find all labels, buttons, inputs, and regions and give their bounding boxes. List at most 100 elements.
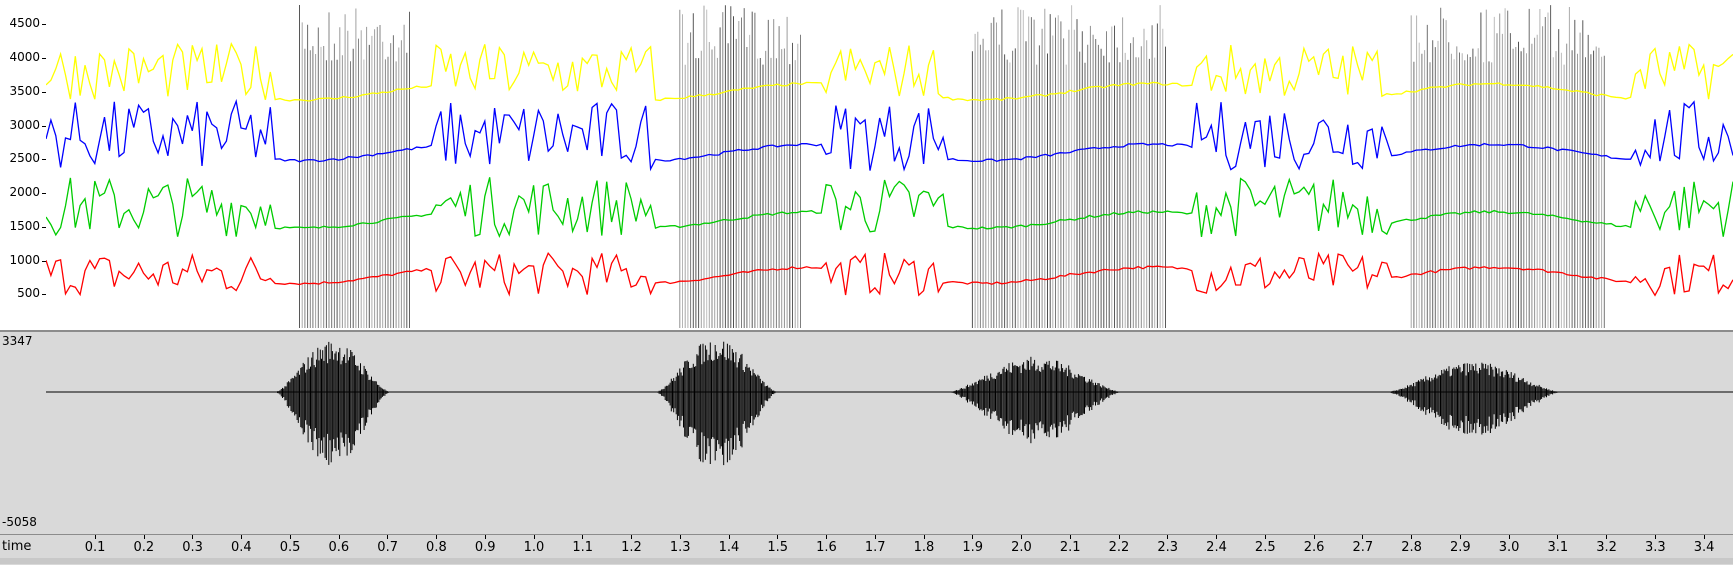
- spectrogram-striations: [299, 5, 1605, 328]
- time-tick: [1167, 535, 1169, 539]
- time-tick-label: 0.6: [328, 540, 350, 555]
- time-tick-label: 2.2: [1108, 540, 1130, 555]
- formant-y-tick: [42, 91, 46, 93]
- time-tick-label: 1.2: [621, 540, 642, 555]
- time-tick: [679, 535, 681, 539]
- formant-track-f1: [46, 251, 1733, 297]
- time-tick-label: 3.0: [1498, 540, 1520, 555]
- time-tick-label: 1.6: [816, 540, 837, 555]
- formant-y-axis: 500 1000 1500 2000 2500 3000 3500 4000 4500: [0, 0, 46, 330]
- time-tick: [826, 535, 828, 539]
- time-tick: [143, 535, 145, 539]
- panel-divider[interactable]: [0, 330, 1733, 332]
- formant-y-tick-label: 2000: [9, 185, 40, 199]
- formant-y-tick-label: 3500: [9, 83, 40, 98]
- waveform-panel: 3347 -5058: [0, 332, 1733, 534]
- formant-y-tick-label: 4500: [9, 16, 40, 31]
- time-tick-label: 1.3: [669, 540, 691, 555]
- time-tick-label: 3.4: [1693, 540, 1715, 555]
- time-tick-label: 1.0: [523, 540, 545, 555]
- formant-track-f3: [46, 98, 1733, 172]
- time-tick: [338, 535, 340, 539]
- formant-y-tick-label: 1000: [9, 252, 40, 267]
- formant-y-tick-label: 3000: [9, 117, 40, 132]
- waveform-min-label: -5058: [2, 515, 37, 529]
- time-tick-label: 1.4: [718, 540, 740, 555]
- formant-y-tick-label: 1500: [9, 218, 40, 233]
- formant-panel: 500 1000 1500 2000 2500 3000 3500 4000 4500: [0, 0, 1733, 330]
- waveform-plot[interactable]: [46, 332, 1733, 534]
- time-tick-label: 0.1: [84, 540, 106, 555]
- formant-y-tick: [42, 58, 46, 59]
- time-tick-label: 2.4: [1206, 540, 1227, 555]
- time-tick-label: 0.2: [133, 540, 155, 555]
- time-tick-label: 0.5: [279, 540, 301, 555]
- time-tick: [728, 535, 730, 539]
- time-tick: [631, 535, 633, 539]
- formant-y-tick-label: 500: [17, 286, 40, 301]
- time-tick: [484, 535, 486, 539]
- time-tick: [241, 535, 243, 539]
- time-tick: [777, 535, 779, 539]
- time-tick: [1313, 535, 1315, 539]
- formant-track-f4: [46, 42, 1733, 102]
- time-tick-label: 0.8: [426, 540, 447, 555]
- time-tick-label: 3.1: [1547, 540, 1569, 555]
- time-tick: [1069, 535, 1071, 539]
- time-tick: [1654, 535, 1656, 539]
- time-tick-label: 1.8: [913, 540, 935, 555]
- time-tick-label: 3.3: [1644, 540, 1666, 555]
- waveform-max-label: 3347: [2, 334, 33, 348]
- time-tick-label: 2.9: [1449, 540, 1471, 555]
- time-tick: [1557, 535, 1559, 539]
- time-tick: [1606, 535, 1608, 539]
- time-tick: [1703, 535, 1705, 539]
- time-tick: [972, 535, 974, 539]
- time-tick-label: 2.8: [1401, 540, 1422, 555]
- time-tick-label: 0.4: [231, 540, 252, 555]
- time-axis-title: time: [2, 539, 32, 554]
- formant-y-tick: [42, 159, 46, 161]
- time-tick: [582, 535, 584, 539]
- formant-y-tick: [42, 125, 46, 127]
- time-tick: [1216, 535, 1218, 539]
- time-tick: [436, 535, 438, 539]
- time-tick: [1264, 535, 1266, 539]
- formant-y-tick: [42, 226, 46, 228]
- time-tick: [1508, 535, 1510, 539]
- time-tick: [1362, 535, 1364, 539]
- time-tick-label: 2.6: [1303, 540, 1325, 555]
- formant-plot[interactable]: [46, 0, 1733, 330]
- time-tick: [1021, 535, 1023, 539]
- time-tick-label: 2.0: [1011, 540, 1032, 555]
- time-tick: [289, 535, 291, 539]
- waveform-chart: [46, 341, 1733, 466]
- time-tick: [387, 535, 389, 539]
- horizontal-scrollbar[interactable]: [0, 558, 1733, 564]
- time-tick-label: 2.1: [1059, 540, 1081, 555]
- waveform-y-axis: 3347 -5058: [0, 332, 46, 534]
- time-tick: [1411, 535, 1413, 539]
- waveform-signal: [275, 341, 1561, 466]
- time-tick: [1459, 535, 1461, 539]
- time-tick-label: 2.5: [1254, 540, 1276, 555]
- time-tick-label: 1.5: [767, 540, 789, 555]
- time-tick-label: 0.3: [182, 540, 203, 555]
- time-tick-label: 1.9: [962, 540, 984, 555]
- time-tick: [923, 535, 925, 539]
- time-tick-label: 1.7: [864, 540, 886, 555]
- time-tick: [533, 535, 535, 539]
- formant-y-tick: [42, 24, 46, 26]
- formant-y-tick-label: 4000: [9, 50, 40, 64]
- formant-track-f2: [46, 177, 1733, 239]
- formant-y-tick: [42, 294, 46, 296]
- time-tick-label: 0.7: [377, 540, 398, 555]
- time-tick-label: 1.1: [572, 540, 594, 555]
- time-tick: [192, 535, 194, 539]
- formant-y-tick: [42, 260, 46, 262]
- time-tick-label: 2.3: [1157, 540, 1179, 555]
- formant-y-tick-label: 2500: [9, 151, 40, 166]
- time-tick-label: 2.7: [1352, 540, 1374, 555]
- time-tick: [1118, 535, 1120, 539]
- formant-chart: [46, 5, 1733, 328]
